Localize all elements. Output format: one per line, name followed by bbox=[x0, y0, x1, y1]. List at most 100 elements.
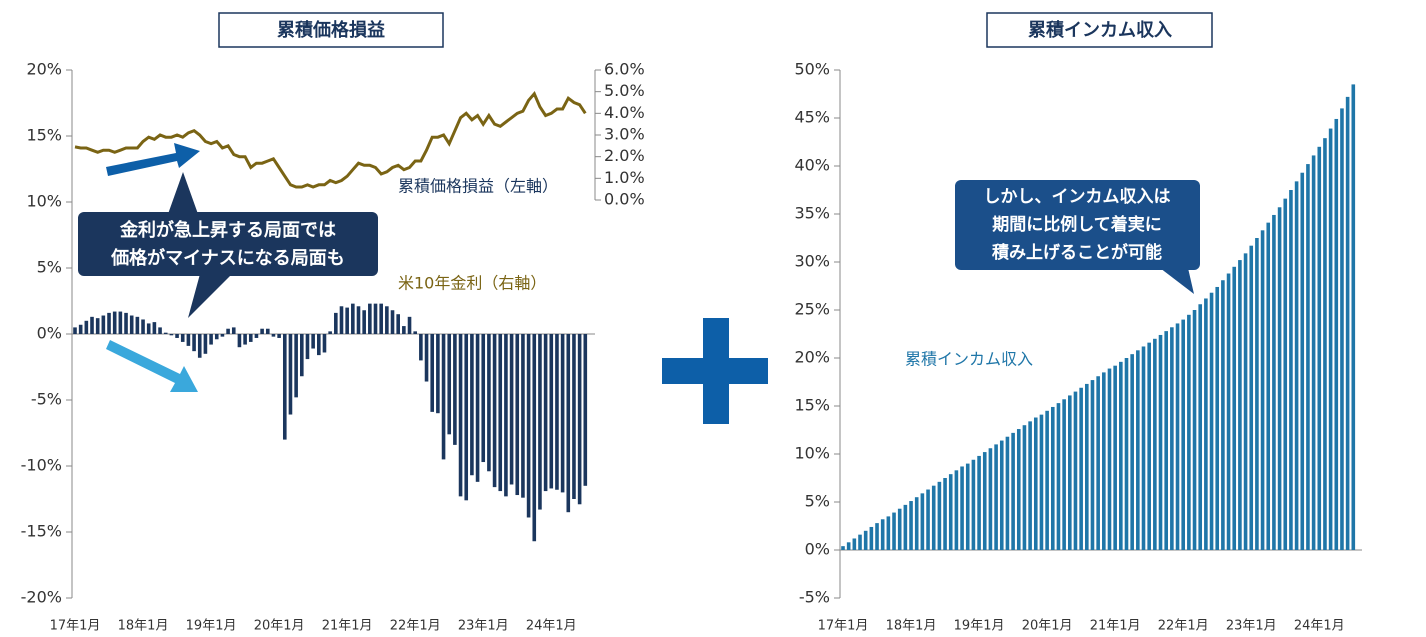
bar bbox=[288, 334, 293, 415]
callout-text: 価格がマイナスになる局面も bbox=[110, 247, 345, 269]
bar bbox=[1340, 108, 1344, 551]
x-tick-label: 23年1月 bbox=[1226, 619, 1277, 634]
bar bbox=[146, 323, 151, 334]
bar bbox=[1221, 280, 1225, 550]
bar bbox=[1243, 253, 1248, 551]
bar bbox=[220, 334, 225, 337]
bar bbox=[1215, 286, 1220, 550]
bar bbox=[909, 501, 913, 550]
bar bbox=[948, 474, 953, 550]
y-tick-label: 10% bbox=[26, 192, 62, 211]
bar bbox=[1039, 414, 1044, 550]
bar bbox=[560, 334, 565, 493]
bar bbox=[1311, 155, 1316, 550]
bar bbox=[430, 334, 435, 412]
bar bbox=[1130, 354, 1134, 550]
bar bbox=[982, 452, 987, 550]
bar bbox=[407, 316, 412, 334]
bar bbox=[1249, 245, 1254, 550]
bar bbox=[441, 334, 446, 460]
bar bbox=[73, 327, 77, 334]
bar bbox=[402, 326, 406, 334]
title-box bbox=[986, 12, 1213, 48]
bar bbox=[1294, 181, 1299, 551]
y-tick-label: 50% bbox=[794, 60, 830, 79]
bar bbox=[1334, 118, 1339, 551]
bar bbox=[300, 334, 304, 377]
x-tick-label: 23年1月 bbox=[458, 619, 509, 634]
bar bbox=[351, 303, 355, 334]
bar bbox=[282, 334, 287, 440]
bar bbox=[841, 546, 845, 550]
bar bbox=[897, 508, 902, 550]
bar bbox=[248, 334, 253, 342]
bar bbox=[277, 334, 281, 338]
bar bbox=[356, 306, 361, 334]
bar bbox=[538, 334, 542, 510]
y-tick-label: 45% bbox=[794, 108, 830, 127]
bar bbox=[1107, 368, 1112, 550]
bar bbox=[858, 534, 862, 550]
bar bbox=[294, 334, 298, 398]
y-tick-label: 0% bbox=[37, 324, 62, 343]
bar bbox=[1136, 350, 1140, 550]
bar bbox=[880, 519, 885, 550]
bar bbox=[95, 318, 100, 334]
bar bbox=[1306, 164, 1310, 550]
chart-title: 累積価格損益 bbox=[277, 19, 385, 41]
bar bbox=[413, 331, 417, 334]
bar bbox=[572, 334, 576, 499]
callout-text: 期間に比例して着実に bbox=[992, 214, 1162, 235]
y-tick-label: 35% bbox=[794, 204, 830, 223]
bar bbox=[78, 324, 83, 334]
bar bbox=[965, 463, 970, 550]
bar bbox=[169, 334, 174, 336]
bar bbox=[107, 312, 111, 334]
bar bbox=[470, 334, 474, 476]
bar bbox=[317, 334, 321, 356]
bar bbox=[419, 334, 423, 361]
y-tick-label: 5% bbox=[37, 258, 62, 277]
bar bbox=[1238, 260, 1242, 550]
bar bbox=[852, 538, 857, 550]
bar bbox=[1033, 417, 1038, 550]
bar bbox=[931, 485, 936, 550]
bar bbox=[1102, 372, 1106, 550]
bar bbox=[265, 328, 270, 334]
bar bbox=[379, 303, 383, 334]
bar bbox=[846, 542, 851, 550]
bar bbox=[475, 334, 480, 482]
callout-tail bbox=[168, 172, 198, 214]
y-tick-label: 20% bbox=[794, 348, 830, 367]
bar bbox=[447, 334, 452, 435]
bar bbox=[1323, 138, 1327, 550]
bar bbox=[1232, 266, 1237, 550]
bar bbox=[1289, 190, 1293, 550]
bar bbox=[1090, 380, 1095, 550]
bar bbox=[260, 328, 264, 334]
bar bbox=[271, 334, 276, 337]
bar bbox=[1187, 314, 1191, 550]
bar bbox=[492, 334, 497, 488]
bar bbox=[875, 523, 879, 550]
bar bbox=[1204, 298, 1208, 550]
bar bbox=[926, 489, 930, 550]
y2-tick-label: 4.0% bbox=[604, 103, 645, 122]
x-tick-label: 20年1月 bbox=[1022, 619, 1073, 634]
bar bbox=[1068, 395, 1072, 550]
bar bbox=[509, 334, 514, 485]
bar bbox=[385, 306, 389, 334]
bar bbox=[1175, 323, 1180, 550]
bar bbox=[1147, 342, 1151, 550]
bar bbox=[1085, 383, 1089, 550]
bar bbox=[521, 334, 525, 498]
chart-title: 累積インカム収入 bbox=[1028, 19, 1172, 41]
bar bbox=[1141, 346, 1146, 550]
bar bbox=[141, 319, 145, 334]
y2-tick-label: 2.0% bbox=[604, 146, 645, 165]
bar bbox=[311, 334, 315, 349]
bar bbox=[1056, 403, 1061, 550]
bar bbox=[892, 512, 896, 550]
bar bbox=[209, 334, 213, 345]
